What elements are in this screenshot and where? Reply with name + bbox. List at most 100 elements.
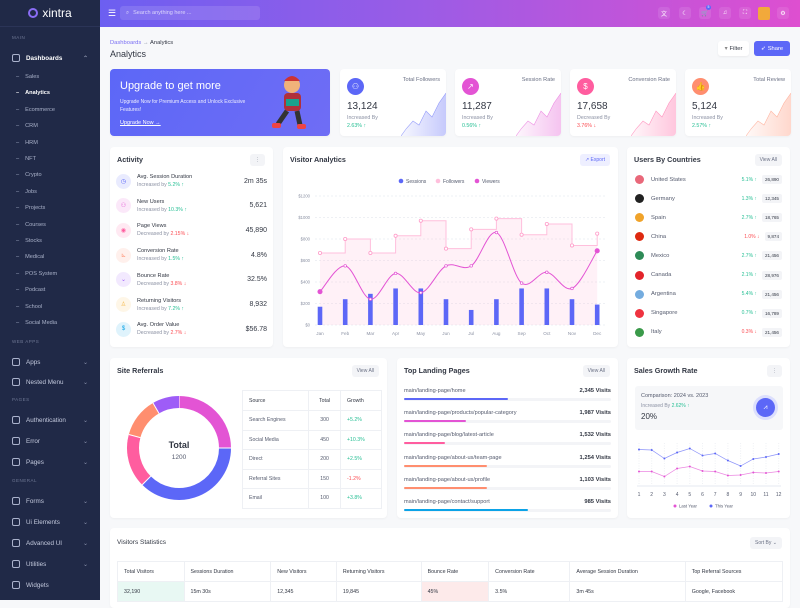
settings-gear-icon[interactable]: ⚙	[777, 7, 789, 19]
gift-icon	[12, 581, 20, 589]
sidebar-item-widgets[interactable]: Widgets	[12, 581, 88, 589]
dark-mode-moon-icon[interactable]: ☾	[679, 7, 691, 19]
sidebar-subitem-social-media[interactable]: – Social Media	[16, 320, 57, 326]
x-tick-label: Sep	[518, 331, 527, 336]
fullscreen-icon[interactable]: ⛶	[739, 7, 751, 19]
countries-view-all-button[interactable]: View All	[754, 154, 782, 166]
activity-row: ⌄ Bounce Rate Decreased by 3.8% ↓ 32.5%	[116, 269, 267, 291]
sidebar-subitem-hrm[interactable]: – HRM	[16, 140, 38, 146]
viewers-point	[368, 297, 373, 301]
search-input[interactable]: ⌕ Search anything here ...	[120, 6, 260, 20]
x-tick-label: Mar	[366, 331, 374, 336]
more-options-icon[interactable]: ⋮	[767, 365, 782, 377]
country-row: Singapore 0.7% ↑ 16,789	[635, 304, 782, 323]
chevron-down-icon: ⌄	[82, 540, 88, 547]
activity-value: 4.8%	[251, 251, 267, 259]
stat-value: 17,658	[577, 101, 608, 112]
sidebar-subitem-podcast[interactable]: – Podcast	[16, 287, 45, 293]
country-users-count: 21,456	[761, 327, 782, 337]
sidebar-subitem-stocks[interactable]: – Stocks	[16, 238, 42, 244]
sidebar-subitem-jobs[interactable]: – Jobs	[16, 189, 37, 195]
landing-view-all-button[interactable]: View All	[582, 365, 610, 377]
sidebar-item-forms[interactable]: Forms ⌄	[12, 497, 88, 505]
notification-bell-icon[interactable]: ♫	[719, 7, 731, 19]
logo[interactable]: xintra	[0, 0, 100, 27]
data-point	[663, 475, 666, 478]
country-change: 5.1% ↑	[742, 177, 757, 183]
progress-fill	[404, 420, 467, 423]
breadcrumb-current: Analytics	[149, 40, 174, 46]
data-point	[650, 449, 653, 451]
sidebar-item-pages[interactable]: Pages ⌄	[12, 458, 88, 466]
user-avatar[interactable]	[758, 7, 770, 20]
export-button[interactable]: ↗ Export	[579, 154, 610, 166]
activity-sub-label: Increased by	[137, 256, 167, 263]
sidebar-subitem-medical[interactable]: – Medical	[16, 254, 44, 260]
sidebar-subitem-crm[interactable]: – CRM	[16, 123, 38, 129]
sidebar-item-error[interactable]: Error ⌄	[12, 437, 88, 445]
sidebar-subitem-label: POS System	[25, 270, 58, 277]
landing-page-path[interactable]: main/landing-page/home	[404, 388, 466, 394]
x-tick-label: Apr	[392, 331, 400, 336]
filter-button[interactable]: ▾ Filter	[718, 41, 749, 56]
sidebar-subitem-label: Courses	[25, 221, 46, 228]
country-change-value: 2.7%	[741, 214, 754, 221]
sidebar-subitem-ecommerce[interactable]: – Ecommerce	[16, 107, 55, 113]
language-icon[interactable]: 文	[658, 7, 670, 19]
flag-icon	[635, 308, 644, 318]
landing-page-path[interactable]: main/landing-page/about-us/profile	[404, 476, 491, 483]
landing-page-path[interactable]: main/landing-page/products/popular-categ…	[404, 410, 517, 417]
sidebar-subitem-school[interactable]: – School	[16, 304, 42, 310]
followers-point	[393, 233, 398, 238]
menu-toggle-icon[interactable]: ☰	[108, 8, 117, 18]
sparkline-line	[516, 92, 561, 136]
landing-page-row: main/landing-page/contact/support 985 Vis…	[404, 499, 611, 521]
sidebar-subitem-projects[interactable]: – Projects	[16, 205, 45, 211]
share-button[interactable]: ➶ Share	[754, 41, 790, 56]
country-row: United States 5.1% ↑ 26,890	[635, 170, 782, 189]
country-row: Italy 0.3% ↓ 21,456	[635, 323, 782, 342]
country-row: Canada 2.1% ↑ 28,976	[635, 266, 782, 285]
source-cell: Social Media	[241, 429, 310, 450]
country-row: Mexico 2.7% ↑ 21,456	[635, 246, 782, 265]
donut-slice-referral-sites	[128, 402, 160, 438]
stat-card-conversion-rate: $ Conversion Rate 17,658 Decreased By 3.76% …	[570, 69, 676, 136]
breadcrumb-dashboards[interactable]: Dashboards	[110, 40, 142, 46]
activity-value: 45,890	[245, 226, 267, 234]
sort-by-button[interactable]: Sort By ⌄	[750, 537, 782, 549]
sidebar-subitem-crypto[interactable]: – Crypto	[16, 172, 42, 178]
sidebar-subitem-pos-system[interactable]: – POS System	[16, 271, 57, 277]
flag-icon	[635, 175, 644, 184]
sidebar-subitem-nft[interactable]: – NFT	[16, 156, 36, 162]
x-tick-label: 5	[688, 492, 691, 498]
sidebar-subitem-sales[interactable]: – Sales	[16, 74, 39, 80]
upgrade-now-link[interactable]: Upgrade Now →	[120, 120, 161, 126]
sidebar-subitem-courses[interactable]: – Courses	[16, 222, 46, 228]
country-change-value: 0.7%	[741, 310, 754, 317]
stat-change-label: Increased By	[692, 115, 723, 121]
nested-menu-icon	[12, 378, 20, 386]
cart-icon[interactable]: 🛒	[699, 7, 711, 19]
sidebar-item-advanced-ui[interactable]: Advanced UI ⌄	[12, 539, 88, 547]
sidebar-item-nested-menu[interactable]: Nested Menu ⌄	[12, 378, 88, 386]
arrow-down-icon: ↓	[185, 231, 190, 238]
sidebar-item-utilities[interactable]: Utilities ⌄	[12, 560, 88, 568]
sidebar-subitem-analytics[interactable]: – Analytics	[16, 90, 50, 96]
sidebar-item-dashboards[interactable]: Dashboards ⌃	[12, 54, 88, 62]
activity-row: ◉ Page Views Decreased by 2.15% ↓ 45,890	[116, 219, 267, 241]
sidebar-item-authentication[interactable]: Authentication ⌄	[12, 416, 88, 424]
filter-icon: ▾	[724, 45, 728, 52]
more-options-icon[interactable]: ⋮	[250, 154, 265, 166]
landing-page-path[interactable]: main/landing-page/contact/support	[404, 499, 490, 505]
banner-title: Upgrade to get more	[120, 80, 221, 92]
this-year-line	[638, 448, 779, 467]
data-point	[739, 474, 742, 476]
comparison-label: Comparison: 2024 vs. 2023	[641, 393, 709, 399]
referrals-view-all-button[interactable]: View All	[351, 365, 379, 377]
landing-page-path[interactable]: main/landing-page/blog/latest-article	[404, 432, 494, 439]
country-change-value: 5.1%	[741, 176, 754, 183]
sessions-bar	[519, 288, 524, 325]
landing-page-path[interactable]: main/landing-page/about-us/team-page	[404, 454, 502, 461]
sidebar-item-apps[interactable]: Apps ⌄	[12, 358, 88, 366]
sidebar-item-ui-elements[interactable]: Ui Elements ⌄	[12, 518, 88, 526]
